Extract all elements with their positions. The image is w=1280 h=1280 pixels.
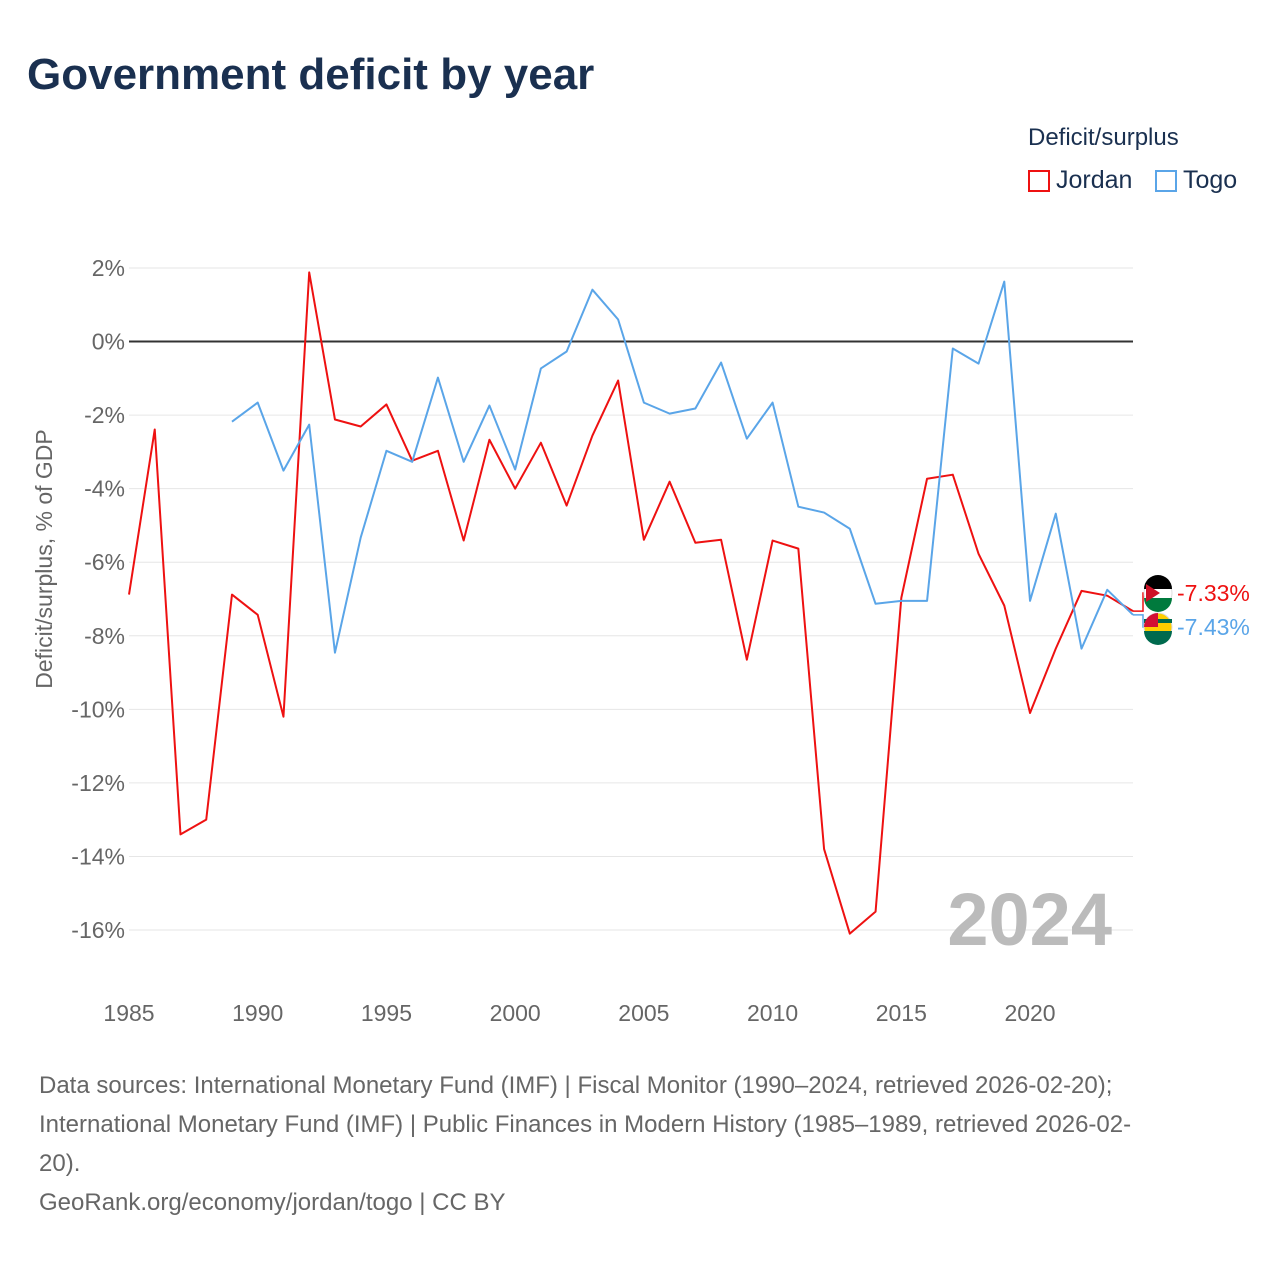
- end-value-label-togo: -7.43%: [1177, 614, 1250, 640]
- series-line-togo: [231, 280, 1134, 654]
- y-tick-label: -16%: [71, 917, 125, 943]
- flag-stripe: [1144, 631, 1172, 645]
- y-tick-label: -2%: [84, 402, 125, 428]
- legend-swatch-jordan: [1028, 169, 1050, 192]
- y-tick-label: -14%: [71, 843, 125, 869]
- y-tick-label: 0%: [92, 329, 125, 355]
- flag-stripe: [1144, 575, 1172, 589]
- flag-canton: [1144, 613, 1158, 627]
- x-tick-label: 2000: [490, 1000, 541, 1026]
- legend-label-togo: Togo: [1183, 166, 1238, 194]
- legend-label-jordan: Jordan: [1056, 166, 1133, 194]
- flag-stripe: [1144, 598, 1172, 612]
- source-line: Data sources: International Monetary Fun…: [39, 1072, 1113, 1099]
- y-tick-label: 2%: [92, 255, 125, 281]
- x-tick-label: 2010: [747, 1000, 798, 1026]
- legend-item-jordan[interactable]: Jordan: [1028, 166, 1132, 195]
- sources: Data sources: International Monetary Fun…: [39, 1066, 1239, 1222]
- y-tick-label: -8%: [84, 623, 125, 649]
- year-watermark: 2024: [947, 878, 1112, 961]
- chart-title: Government deficit by year: [27, 50, 595, 99]
- source-line: 20).: [39, 1150, 81, 1177]
- source-line: International Monetary Fund (IMF) | Publ…: [39, 1111, 1132, 1138]
- x-tick-label: 2015: [876, 1000, 927, 1026]
- legend-swatch-togo: [1155, 169, 1177, 192]
- y-tick-label: -4%: [84, 476, 125, 502]
- x-tick-label: 1985: [103, 1000, 154, 1026]
- y-axis-label: Deficit/surplus, % of GDP: [31, 429, 57, 688]
- x-tick-label: 2005: [618, 1000, 669, 1026]
- legend-title: Deficit/surplus: [1028, 124, 1179, 151]
- y-tick-label: -12%: [71, 770, 125, 796]
- end-value-label-jordan: -7.33%: [1177, 580, 1250, 606]
- source-link[interactable]: GeoRank.org/economy/jordan/togo | CC BY: [39, 1189, 506, 1216]
- x-tick-label: 1995: [361, 1000, 412, 1026]
- flag-triangle: [1146, 584, 1160, 602]
- legend-item-togo[interactable]: Togo: [1155, 166, 1237, 195]
- series-line-jordan: [128, 271, 1134, 935]
- x-tick-label: 1990: [232, 1000, 283, 1026]
- x-tick-label: 2020: [1004, 1000, 1055, 1026]
- y-tick-label: -10%: [71, 696, 125, 722]
- y-tick-label: -6%: [84, 549, 125, 575]
